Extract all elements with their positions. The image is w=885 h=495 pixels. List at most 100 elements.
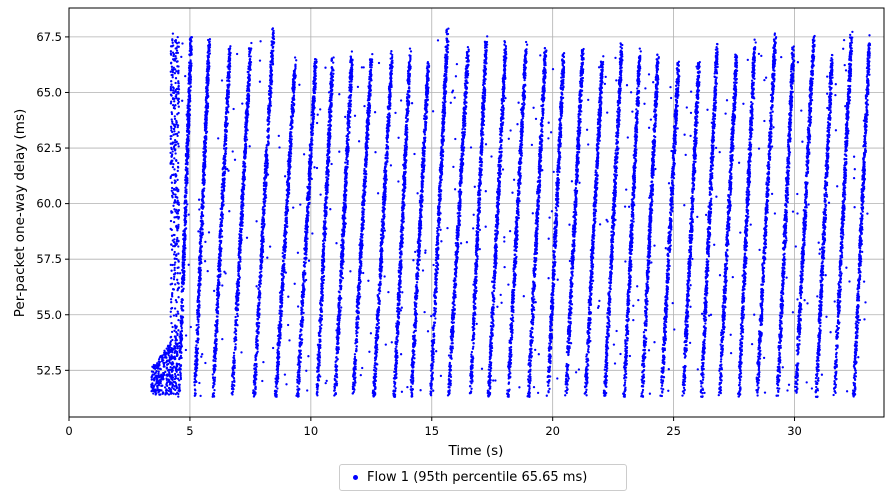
data-point — [180, 304, 183, 308]
data-point — [171, 191, 174, 194]
data-point — [220, 205, 224, 209]
data-point — [297, 361, 300, 364]
data-point — [290, 118, 294, 122]
data-point — [172, 273, 176, 276]
data-point — [277, 134, 280, 138]
data-point — [180, 330, 184, 333]
data-point — [205, 125, 208, 129]
data-point — [158, 363, 161, 367]
data-point — [224, 149, 227, 153]
data-point — [170, 73, 173, 77]
data-point — [280, 305, 283, 308]
data-point — [286, 178, 289, 182]
data-point — [237, 284, 241, 288]
data-point — [203, 187, 206, 190]
data-point — [177, 252, 180, 255]
data-point — [300, 323, 303, 327]
data-point — [176, 113, 179, 116]
data-point — [195, 369, 198, 372]
data-point — [228, 64, 232, 67]
data-point — [249, 48, 252, 51]
data-point — [198, 381, 201, 385]
data-point — [157, 372, 160, 375]
data-point — [185, 159, 188, 162]
data-point — [173, 307, 177, 310]
data-point — [285, 201, 288, 204]
data-point — [185, 141, 189, 144]
data-point — [312, 109, 315, 112]
data-point — [245, 145, 248, 148]
data-point — [173, 208, 176, 211]
data-point — [223, 155, 227, 159]
data-point — [240, 195, 244, 198]
data-point — [234, 333, 238, 336]
data-point — [306, 231, 309, 234]
data-point — [301, 294, 304, 297]
data-point — [232, 354, 236, 357]
data-point — [168, 356, 172, 359]
data-point — [171, 97, 175, 101]
data-point — [220, 79, 224, 82]
data-point — [175, 325, 178, 328]
data-point — [169, 125, 173, 128]
data-point — [172, 278, 176, 281]
data-point — [169, 392, 173, 395]
data-point — [296, 381, 299, 384]
data-point — [173, 257, 177, 260]
data-point — [170, 194, 174, 198]
data-point — [170, 277, 173, 280]
data-point — [306, 237, 309, 240]
data-point — [304, 278, 308, 282]
data-point — [259, 258, 263, 262]
data-point — [175, 49, 179, 52]
data-point — [244, 156, 247, 160]
data-point — [171, 142, 174, 145]
data-point — [227, 169, 230, 172]
data-point — [297, 371, 301, 374]
data-point — [261, 379, 264, 383]
data-point — [189, 59, 192, 62]
data-point — [246, 84, 249, 88]
data-point — [184, 74, 187, 78]
data-point — [173, 107, 177, 110]
data-point — [196, 311, 199, 314]
data-point — [226, 106, 229, 109]
data-point — [188, 61, 191, 64]
data-point — [186, 138, 189, 141]
data-point — [234, 346, 237, 349]
data-point — [170, 53, 173, 56]
data-point — [288, 170, 291, 173]
data-point — [282, 260, 285, 263]
data-point — [179, 377, 183, 381]
data-point — [199, 394, 202, 398]
data-point — [170, 330, 174, 334]
data-point — [278, 291, 282, 294]
data-point — [291, 121, 294, 124]
data-point — [162, 353, 166, 356]
data-point — [238, 239, 241, 243]
data-point — [212, 369, 216, 372]
data-point — [272, 45, 275, 48]
data-point — [173, 250, 176, 254]
data-point — [296, 373, 300, 377]
data-point — [237, 261, 240, 265]
data-point — [244, 112, 248, 115]
data-point — [176, 178, 179, 182]
data-point — [260, 245, 264, 248]
data-point — [226, 79, 229, 82]
data-point — [176, 278, 179, 281]
data-point — [203, 180, 206, 183]
data-point — [263, 191, 266, 194]
data-point — [202, 171, 205, 174]
data-point — [265, 181, 268, 184]
data-point — [187, 100, 190, 103]
data-point — [311, 129, 314, 132]
data-point — [185, 182, 188, 185]
data-point — [201, 168, 205, 171]
data-point — [276, 365, 280, 368]
data-point — [169, 340, 173, 343]
data-point — [285, 225, 289, 229]
data-point — [171, 89, 175, 92]
data-point — [298, 345, 302, 348]
data-point — [172, 127, 176, 131]
